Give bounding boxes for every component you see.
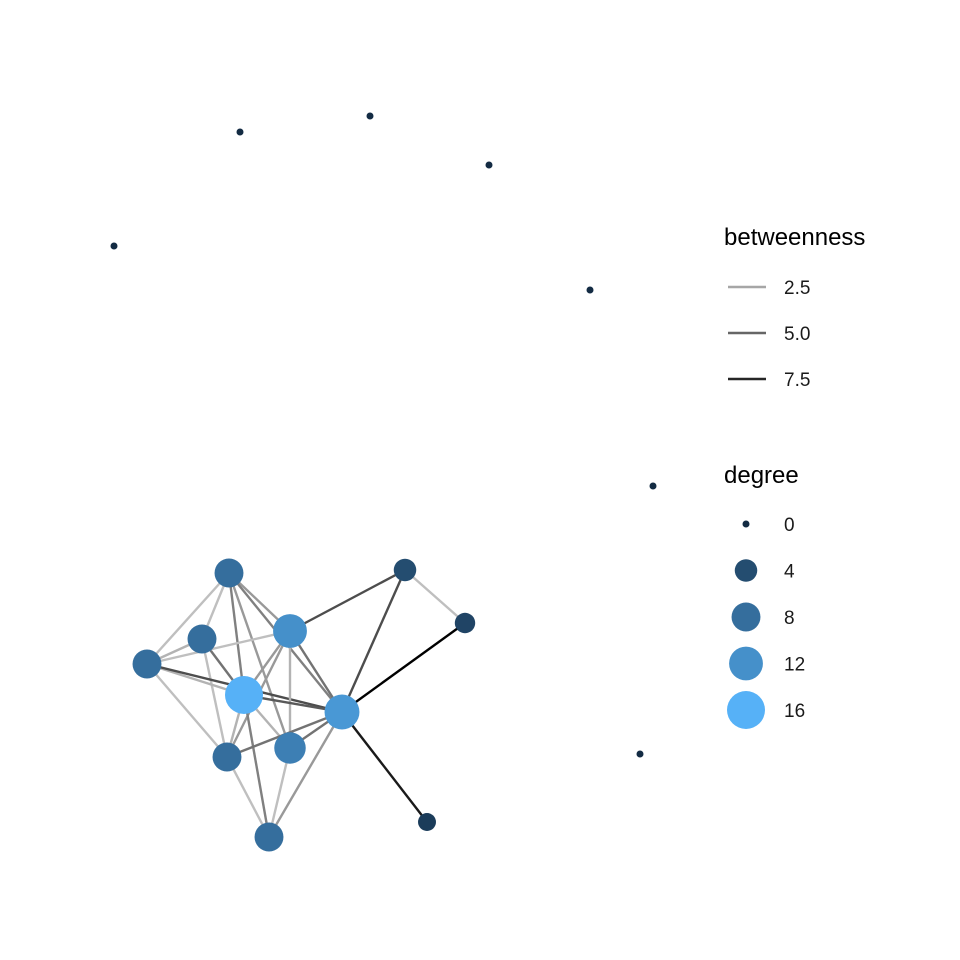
legend-degree-label-1: 4: [784, 562, 795, 583]
edge-d-j: [289, 568, 406, 633]
edge-f-k: [341, 622, 466, 713]
edge-a-e: [227, 572, 246, 696]
edge-f-l: [341, 711, 428, 823]
node-iso7: [636, 750, 644, 758]
node-j: [393, 558, 417, 582]
node-iso4: [110, 242, 118, 250]
legend-degree-key-2: [731, 602, 761, 632]
edge-j-k: [404, 569, 466, 624]
node-l: [418, 813, 436, 831]
edge-f-j: [340, 569, 407, 713]
legend-betweenness-label-2: 7.5: [784, 370, 810, 391]
legend-betweenness-title: betweenness: [724, 224, 865, 251]
node-iso5: [586, 286, 594, 294]
node-k: [454, 612, 476, 634]
node-iso2: [236, 128, 244, 136]
legend-betweenness-label-0: 2.5: [784, 278, 810, 299]
node-g: [274, 732, 306, 764]
edge-h-i: [225, 756, 271, 838]
node-h: [212, 742, 242, 772]
node-b: [187, 624, 217, 654]
node-e: [225, 676, 263, 714]
legend-degree-key-0: [742, 520, 750, 528]
legend-degree-label-3: 12: [784, 655, 805, 676]
legend-degree-label-0: 0: [784, 515, 795, 536]
legend-degree-label-4: 16: [784, 701, 805, 722]
node-c: [132, 649, 162, 679]
legend-betweenness-label-1: 5.0: [784, 324, 810, 345]
node-i: [254, 822, 284, 852]
legend-degree-key-1: [734, 559, 758, 582]
legend-degree-key-4: [727, 691, 765, 729]
node-iso1: [366, 112, 374, 120]
edge-c-d: [146, 629, 291, 666]
legend-degree: degree 0 4 8 12 16: [724, 462, 805, 729]
node-d: [273, 614, 307, 648]
edge-e-i: [242, 694, 271, 838]
edge-a-g: [227, 572, 292, 749]
node-f: [324, 694, 360, 730]
nodes-layer: [110, 112, 657, 852]
edge-f-i: [267, 711, 344, 838]
node-a: [214, 558, 244, 588]
legend-degree-key-3: [729, 646, 763, 681]
legend-degree-title: degree: [724, 462, 799, 489]
legend-betweenness: betweenness 2.5 5.0 7.5: [724, 224, 865, 391]
edge-c-h: [146, 663, 228, 758]
node-iso3: [485, 161, 493, 169]
edges-layer: [146, 568, 466, 838]
edge-a-c: [146, 572, 230, 665]
legend-degree-label-2: 8: [784, 608, 795, 629]
node-iso6: [649, 482, 657, 490]
edge-b-h: [200, 638, 229, 758]
